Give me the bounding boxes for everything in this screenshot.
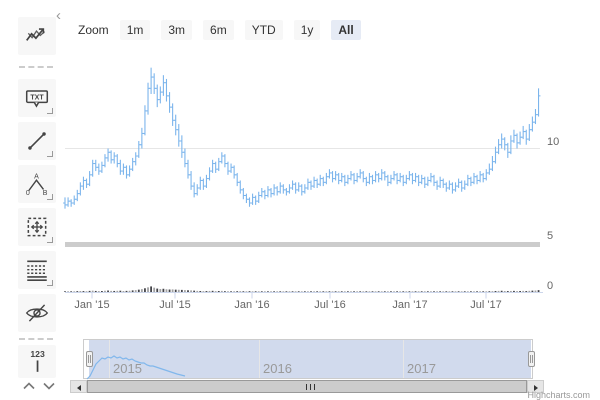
measure-button[interactable] [18, 208, 56, 246]
toolbar-separator [19, 338, 53, 340]
highcharts-credits[interactable]: Highcharts.com [527, 390, 590, 400]
toolbar-separator [19, 66, 53, 68]
stock-tools-sidebar: TXT A 0 B [0, 0, 64, 400]
stock-tools-toggle-arrow[interactable]: ‹ [56, 7, 61, 24]
ohlc-series [63, 67, 541, 209]
x-axis-label: Jan '15 [74, 299, 110, 311]
navigator-gridline [109, 340, 110, 378]
arrow-right-icon [533, 384, 538, 391]
svg-text:B: B [43, 190, 48, 197]
submenu-corner-icon [47, 280, 53, 286]
scrollbar-thumb[interactable] [87, 380, 527, 393]
x-axis-label: Jul '17 [470, 299, 502, 311]
segment-button[interactable] [18, 122, 56, 160]
y-axis-label: 0 [547, 280, 554, 292]
arrow-left-icon [76, 384, 81, 391]
navigator[interactable]: 2015 2016 2017 [83, 339, 535, 380]
navigator-year-label: 2015 [113, 361, 142, 376]
volume-series [64, 286, 540, 292]
y-axis-label: 10 [547, 136, 560, 148]
x-axis-label: Jul '16 [314, 299, 346, 311]
range-button-6m[interactable]: 6m [203, 19, 234, 40]
elliott-wave-icon: A 0 B [26, 173, 48, 197]
scrollbar-grip-icon [306, 383, 307, 390]
y-axis-label: 5 [547, 230, 554, 242]
label-annotation-icon: TXT [25, 90, 49, 108]
toolbar-scroll-down-button[interactable] [41, 379, 57, 393]
navigator-left-handle[interactable] [85, 351, 93, 367]
svg-text:A: A [34, 173, 39, 180]
scroll-up-icon [23, 382, 35, 390]
range-selector: Zoom 1m 3m 6m YTD 1y All [78, 18, 361, 41]
current-price-button[interactable]: 123 [18, 345, 56, 378]
x-axis-label: Jan '16 [234, 299, 270, 311]
range-button-1m[interactable]: 1m [119, 19, 151, 40]
navigator-year-label: 2017 [407, 361, 436, 376]
svg-text:123: 123 [30, 349, 45, 359]
range-button-all[interactable]: All [331, 19, 361, 40]
navigator-year-label: 2016 [263, 361, 292, 376]
toggle-annotations-icon [25, 304, 49, 322]
fibonacci-icon [27, 260, 47, 281]
indicators-icon [26, 28, 46, 41]
submenu-corner-icon [47, 237, 53, 243]
horizontal-scrollbar [70, 380, 544, 393]
indicators-button[interactable] [18, 17, 56, 55]
zoom-label: Zoom [78, 22, 109, 37]
submenu-corner-icon [47, 194, 53, 200]
toolbar-scroll-up-button[interactable] [21, 379, 37, 393]
navigator-series [86, 355, 186, 380]
pane-resizer-handle[interactable] [65, 242, 540, 247]
navigator-mask[interactable] [89, 340, 531, 378]
navigator-right-handle[interactable] [527, 351, 535, 367]
current-price-icon: 123 [30, 349, 45, 372]
label-annotation-button[interactable]: TXT [18, 79, 56, 117]
fibonacci-button[interactable] [18, 251, 56, 289]
submenu-corner-icon [47, 108, 53, 114]
scroll-down-icon [43, 382, 55, 390]
navigator-gridline [403, 340, 404, 378]
svg-text:0: 0 [26, 190, 30, 197]
range-button-1y[interactable]: 1y [293, 19, 321, 40]
navigator-gridline [259, 340, 260, 378]
scrollbar-right-button[interactable] [527, 380, 544, 393]
measure-icon [27, 217, 47, 237]
x-axis-label: Jan '17 [392, 299, 428, 311]
segment-icon [28, 132, 46, 150]
scrollbar-grip-icon [314, 383, 315, 390]
toggle-annotations-button[interactable] [18, 294, 56, 332]
submenu-corner-icon [47, 151, 53, 157]
range-button-3m[interactable]: 3m [161, 19, 193, 40]
txt-glyph: TXT [30, 95, 44, 102]
scrollbar-left-button[interactable] [70, 380, 87, 393]
elliott-wave-button[interactable]: A 0 B [18, 165, 56, 203]
scrollbar-grip-icon [310, 383, 311, 390]
x-axis-label: Jul '15 [159, 299, 191, 311]
range-button-ytd[interactable]: YTD [244, 19, 283, 40]
